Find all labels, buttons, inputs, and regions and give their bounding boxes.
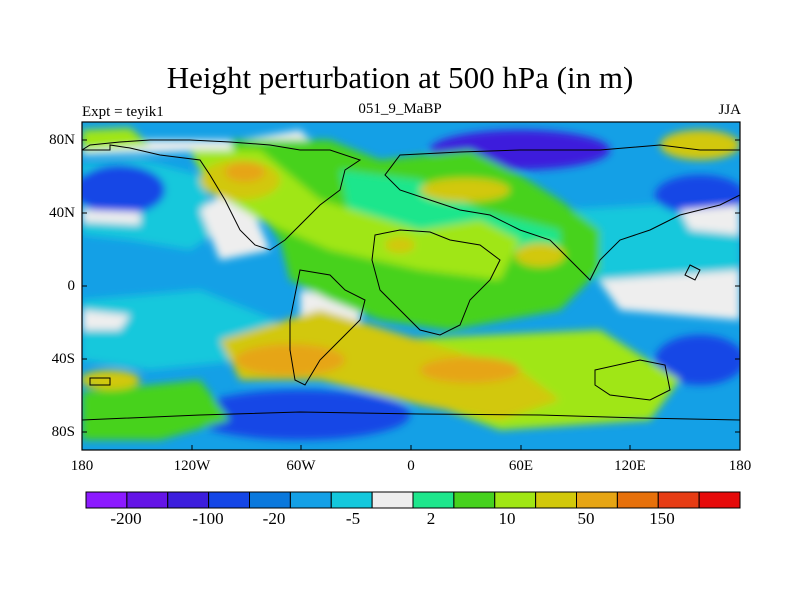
colorbar-swatch [371,491,414,509]
subtitle-label: 051_9_MaBP [358,101,442,117]
colorbar-label: -20 [262,509,286,528]
axis-ticks [81,139,741,450]
season-label: JJA [718,102,741,118]
colorbar-label: -5 [345,509,361,528]
plot-title: Height perturbation at 500 hPa (in m) [166,60,634,95]
colorbar-swatch [616,491,659,509]
lon-tick-label: 0 [407,458,415,474]
colorbar-swatch [535,491,578,509]
lat-tick-label: 80S [51,424,75,440]
colorbar-swatch [494,491,537,509]
colorbar-label: -100 [192,509,224,528]
lat-tick-label: 40S [51,351,75,367]
colorbar-swatch [289,491,332,509]
lon-tick-label: 120W [173,458,211,474]
experiment-label: Expt = teyik1 [82,104,164,120]
colorbar-swatch [126,491,169,509]
contour-field [82,122,740,450]
lat-tick-label: 40N [49,205,75,221]
lon-tick-label: 60W [286,458,316,474]
colorbar-label: 50 [577,509,595,528]
colorbar-swatch [453,491,496,509]
colorbar-swatch [85,491,128,509]
colorbar-label: -200 [110,509,142,528]
colorbar [85,491,741,509]
colorbar-swatch [412,491,455,509]
colorbar-label: 2 [426,509,436,528]
colorbar-swatch [576,491,618,509]
lon-tick-label: 60E [508,458,534,474]
lon-tick-label: 180 [728,458,752,474]
colorbar-label: 150 [649,509,675,528]
lat-tick-label: 80N [49,132,75,148]
lon-tick-label: 120E [614,458,646,474]
colorbar-swatch [698,491,741,509]
lat-tick-label: 0 [67,278,76,294]
coastlines [82,139,740,421]
colorbar-swatch [330,491,373,509]
colorbar-label: 10 [498,509,516,528]
colorbar-swatch [249,491,291,509]
colorbar-swatch [657,491,700,509]
colorbar-swatch [208,491,251,509]
lon-tick-label: 180 [70,458,94,474]
colorbar-swatch [167,491,210,509]
